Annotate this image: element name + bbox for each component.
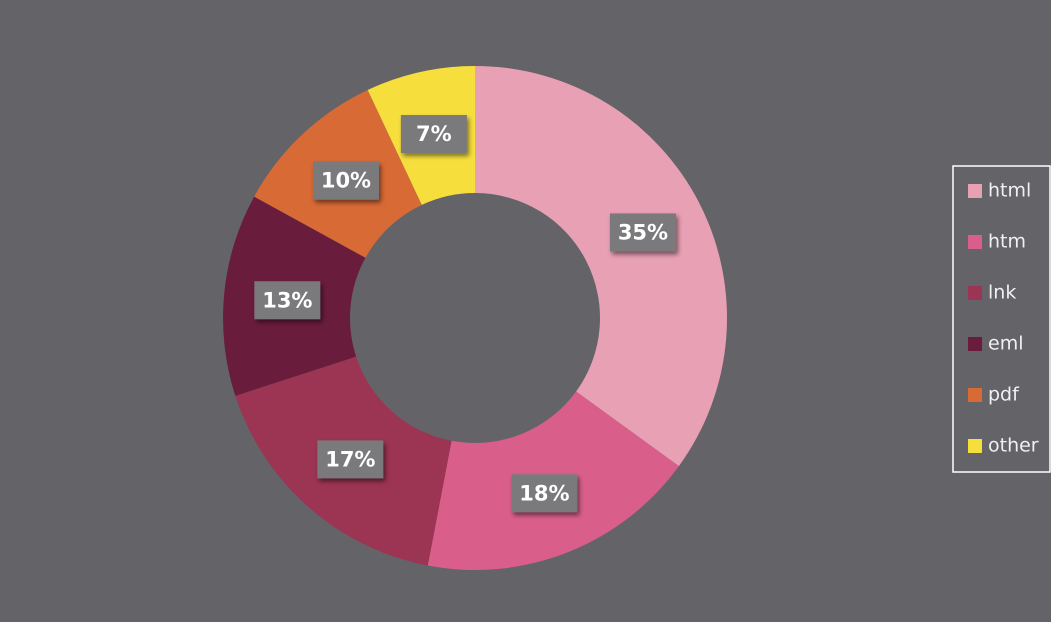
donut-slice bbox=[475, 66, 727, 467]
data-label: 13% bbox=[254, 281, 321, 320]
data-label-box bbox=[312, 161, 379, 200]
legend-swatch bbox=[968, 388, 982, 402]
legend-swatch bbox=[968, 439, 982, 453]
legend: html htm lnk eml pdf other bbox=[968, 180, 1039, 457]
legend-label: html bbox=[988, 180, 1031, 202]
data-labels: 35% 18% 17% 13% 10% 7% bbox=[254, 115, 676, 513]
data-label: 7% bbox=[400, 115, 467, 154]
data-label: 18% bbox=[511, 474, 578, 513]
data-label-text: 10% bbox=[321, 169, 371, 193]
data-label: 10% bbox=[312, 161, 379, 200]
data-label-box bbox=[254, 281, 321, 320]
legend-label: htm bbox=[988, 231, 1026, 253]
legend-swatch bbox=[968, 235, 982, 249]
legend-label: other bbox=[988, 435, 1039, 457]
legend-swatch bbox=[968, 184, 982, 198]
data-label-text: 13% bbox=[262, 288, 312, 312]
legend-label: pdf bbox=[988, 384, 1020, 406]
legend-label: lnk bbox=[988, 282, 1016, 304]
legend-swatch bbox=[968, 337, 982, 351]
data-label-text: 18% bbox=[519, 481, 569, 505]
data-label-box bbox=[400, 115, 467, 154]
legend-swatch bbox=[968, 286, 982, 300]
data-label-box bbox=[511, 474, 578, 513]
data-label-box bbox=[609, 213, 676, 252]
data-label-text: 17% bbox=[325, 447, 375, 471]
data-label: 35% bbox=[609, 213, 676, 252]
data-label-box bbox=[317, 440, 384, 479]
legend-box bbox=[952, 165, 1051, 473]
data-label: 17% bbox=[317, 440, 384, 479]
data-label-text: 35% bbox=[618, 220, 668, 244]
legend-label: eml bbox=[988, 333, 1023, 355]
data-label-text: 7% bbox=[416, 122, 452, 146]
